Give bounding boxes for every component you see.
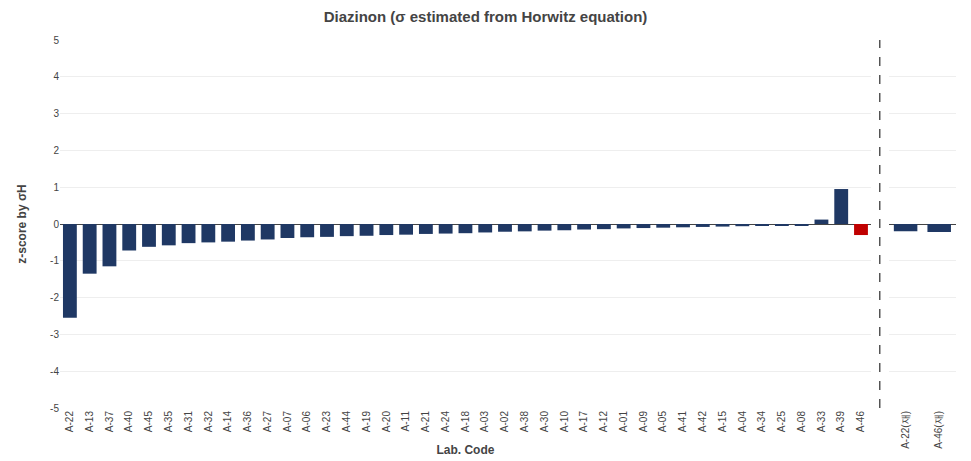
- svg-text:A-22(재): A-22(재): [900, 411, 911, 449]
- svg-text:A-15: A-15: [717, 411, 728, 433]
- svg-text:A-01: A-01: [618, 411, 629, 433]
- svg-text:A-13: A-13: [84, 411, 95, 433]
- svg-text:A-21: A-21: [420, 411, 431, 433]
- svg-text:A-31: A-31: [183, 411, 194, 433]
- svg-text:A-09: A-09: [638, 411, 649, 433]
- svg-text:A-32: A-32: [203, 411, 214, 433]
- svg-text:A-38: A-38: [519, 411, 530, 433]
- svg-text:A-34: A-34: [756, 411, 767, 433]
- svg-text:A-06: A-06: [301, 411, 312, 433]
- svg-text:A-18: A-18: [460, 411, 471, 433]
- svg-text:A-20: A-20: [381, 411, 392, 433]
- svg-text:Diazinon (σ estimated from Hor: Diazinon (σ estimated from Horwitz equat…: [324, 8, 648, 25]
- svg-text:A-23: A-23: [321, 411, 332, 433]
- svg-text:4: 4: [53, 71, 59, 82]
- svg-text:A-02: A-02: [499, 411, 510, 433]
- svg-text:A-27: A-27: [262, 411, 273, 433]
- svg-text:A-44: A-44: [341, 411, 352, 433]
- svg-text:A-19: A-19: [361, 411, 372, 433]
- svg-text:Lab. Code: Lab. Code: [436, 443, 494, 457]
- svg-text:A-10: A-10: [559, 411, 570, 433]
- svg-text:1: 1: [53, 182, 59, 193]
- svg-text:A-11: A-11: [400, 411, 411, 432]
- svg-text:A-22: A-22: [64, 411, 75, 433]
- svg-text:A-14: A-14: [222, 411, 233, 433]
- svg-text:A-36: A-36: [242, 411, 253, 433]
- svg-text:A-04: A-04: [737, 411, 748, 433]
- svg-text:A-33: A-33: [816, 411, 827, 433]
- svg-text:A-46: A-46: [855, 411, 866, 433]
- svg-text:A-41: A-41: [677, 411, 688, 433]
- svg-text:-5: -5: [50, 403, 59, 414]
- svg-text:-2: -2: [50, 292, 59, 303]
- svg-text:A-12: A-12: [598, 411, 609, 433]
- svg-text:A-05: A-05: [657, 411, 668, 433]
- svg-text:A-30: A-30: [539, 411, 550, 433]
- svg-text:2: 2: [53, 145, 59, 156]
- svg-text:A-24: A-24: [440, 411, 451, 433]
- svg-text:3: 3: [53, 108, 59, 119]
- svg-text:A-37: A-37: [104, 411, 115, 433]
- svg-text:A-35: A-35: [163, 411, 174, 433]
- svg-text:-3: -3: [50, 329, 59, 340]
- svg-text:A-46(재): A-46(재): [933, 411, 944, 449]
- svg-text:A-25: A-25: [776, 411, 787, 433]
- svg-text:A-07: A-07: [282, 411, 293, 433]
- svg-text:z-score by σH: z-score by σH: [15, 184, 29, 264]
- svg-text:-1: -1: [50, 255, 59, 266]
- svg-text:A-39: A-39: [835, 411, 846, 433]
- svg-text:5: 5: [53, 35, 59, 46]
- svg-text:A-17: A-17: [578, 411, 589, 433]
- svg-text:0: 0: [53, 219, 59, 230]
- svg-text:-4: -4: [50, 366, 59, 377]
- svg-text:A-45: A-45: [143, 411, 154, 433]
- svg-text:A-40: A-40: [123, 411, 134, 433]
- svg-text:A-03: A-03: [479, 411, 490, 433]
- svg-text:A-08: A-08: [796, 411, 807, 433]
- svg-text:A-42: A-42: [697, 411, 708, 433]
